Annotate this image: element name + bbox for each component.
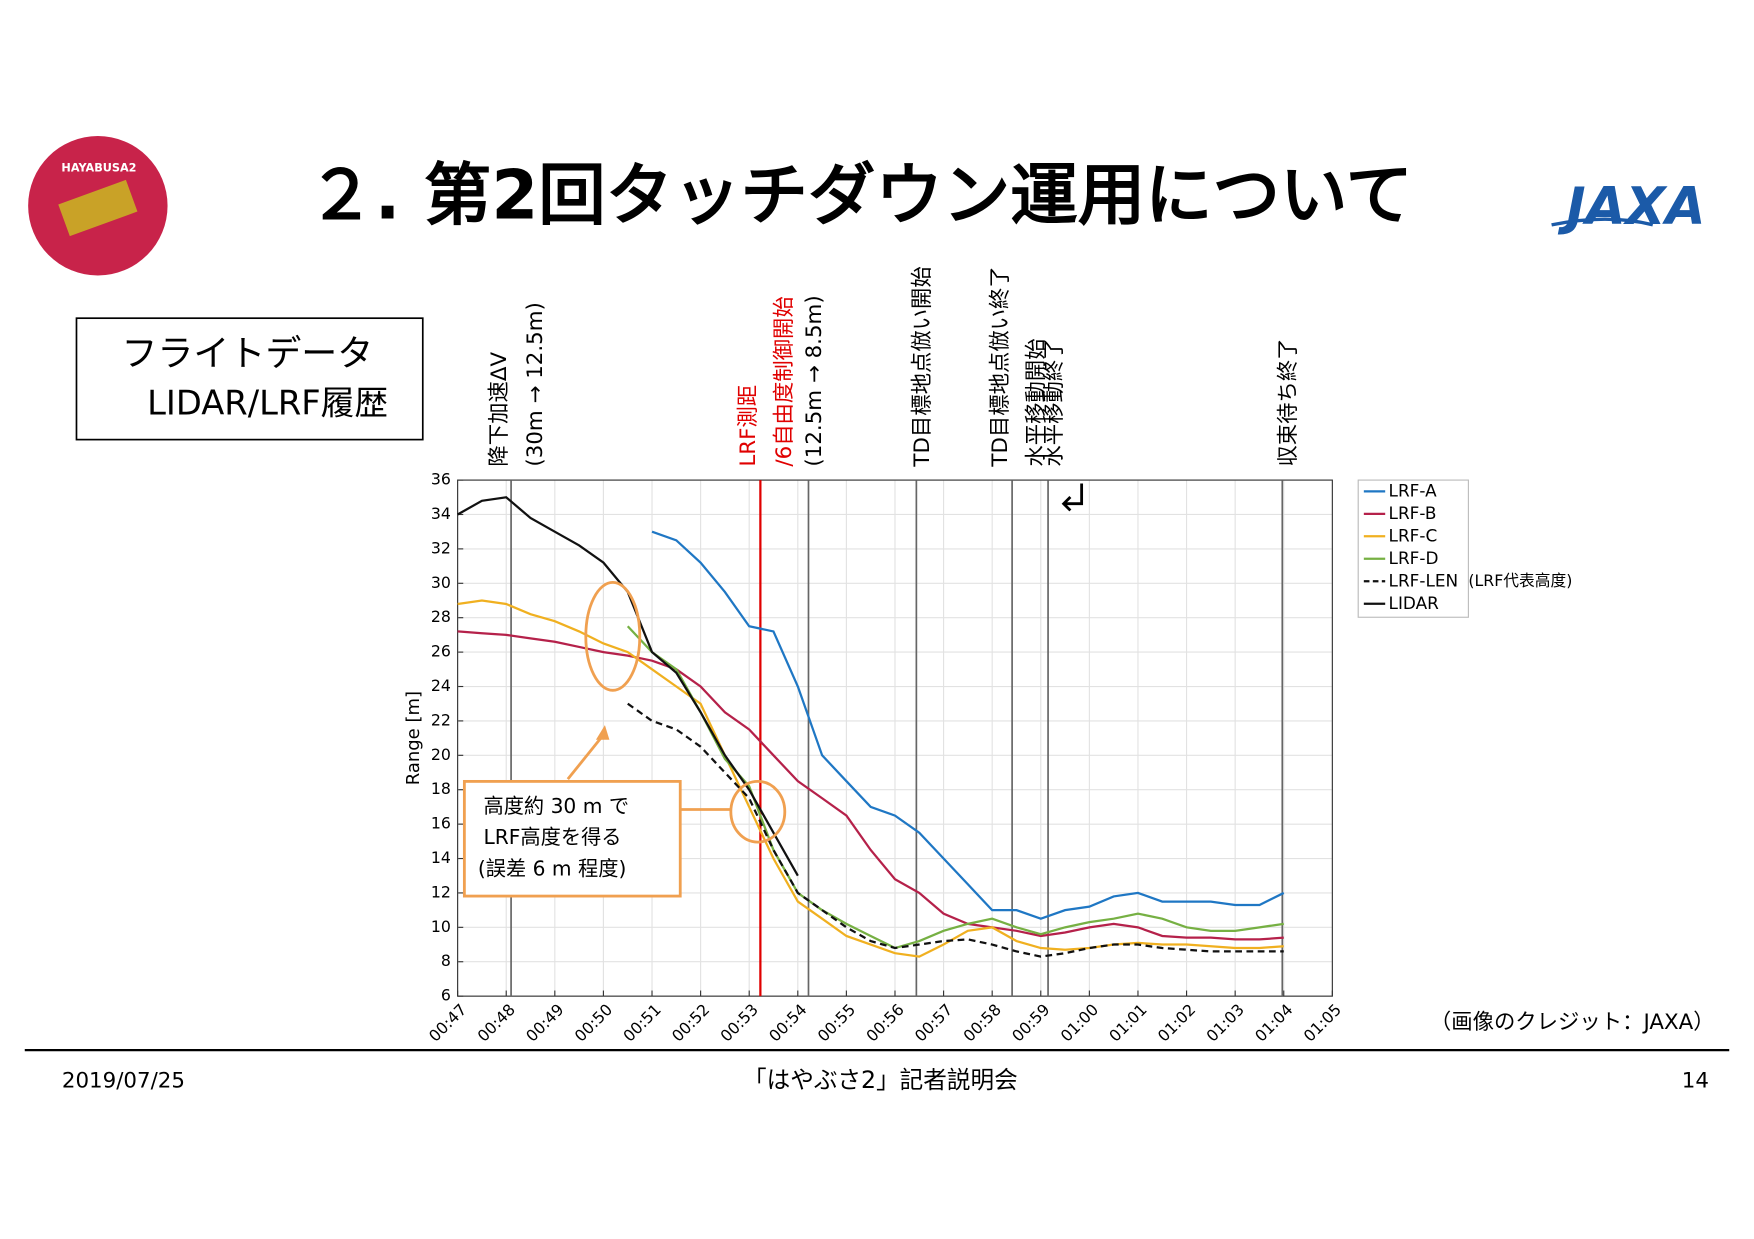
y-tick-label: 18	[431, 779, 451, 798]
series-line	[651, 530, 1285, 920]
y-tick-label: 12	[431, 882, 451, 901]
x-tick-label: 00:55	[814, 1000, 860, 1046]
event-label: (12.5m → 8.5m)	[802, 295, 827, 466]
x-tick-label: 00:51	[619, 1000, 665, 1046]
x-tick-label: 00:47	[425, 1000, 471, 1046]
x-tick-label: 01:01	[1105, 1000, 1151, 1046]
event-label: LRF測距	[736, 385, 761, 467]
credit: （画像のクレジット：JAXA）	[1430, 1010, 1715, 1035]
x-tick-label: 01:00	[1057, 1000, 1103, 1046]
legend-label: LRF-D	[1389, 548, 1439, 568]
event-label: 水平移動開始	[1024, 338, 1049, 466]
event-label: (30m → 12.5m)	[523, 302, 548, 466]
highlight-ellipse	[584, 580, 642, 692]
page-number: 14	[1682, 1069, 1709, 1094]
y-tick-label: 32	[431, 538, 451, 557]
legend-label: LRF-B	[1389, 503, 1437, 523]
series-line	[457, 630, 1284, 941]
event-label: TD目標地点倣い開始	[910, 266, 935, 467]
series-line	[627, 702, 1284, 958]
plot-frame	[457, 479, 1333, 997]
logo-craft	[58, 179, 138, 237]
y-tick-label: 8	[441, 951, 451, 970]
x-tick-label: 01:03	[1202, 1000, 1248, 1046]
x-tick-label: 01:04	[1251, 1000, 1297, 1046]
legend-label: LRF-LEN	[1389, 570, 1459, 590]
event-label: 水平移動終了	[1042, 338, 1067, 466]
y-tick-label: 16	[431, 814, 451, 833]
y-tick-label: 30	[431, 573, 451, 592]
label-line: LIDAR/LRF履歴	[147, 383, 388, 422]
jaxa-logo: JAXA	[1557, 177, 1705, 237]
x-tick-label: 00:48	[473, 1000, 519, 1046]
y-tick-label: 22	[431, 710, 451, 729]
legend-frame	[1357, 479, 1469, 618]
y-tick-label: 6	[441, 986, 451, 1005]
annotation-box	[462, 779, 682, 898]
y-tick-label: 28	[431, 607, 451, 626]
annotation-text: 高度約 30 m で	[483, 794, 629, 818]
move-arrow	[1061, 483, 1084, 512]
y-tick-label: 26	[431, 642, 451, 661]
x-tick-label: 00:56	[862, 1000, 908, 1046]
legend-note: (LRF代表高度)	[1468, 571, 1572, 590]
x-tick-label: 01:02	[1154, 1000, 1200, 1046]
legend-label: LIDAR	[1389, 593, 1440, 613]
x-tick-label: 00:53	[716, 1000, 762, 1046]
x-tick-label: 00:49	[522, 1000, 568, 1046]
event-label: TD目標地点倣い終了	[988, 266, 1013, 467]
slide-title: ２. 第2回タッチダウン運用について	[307, 156, 1413, 235]
label-box	[75, 317, 424, 441]
chart: 6 8 10 12 14 16 18 20 22 24 26 28 30 32 34 36 00:47 00:48…	[403, 266, 1573, 1045]
x-tick-label: 00:57	[911, 1000, 957, 1046]
annotation-text: (誤差 6 m 程度)	[478, 857, 626, 881]
y-tick-label: 34	[431, 504, 451, 523]
y-tick-label: 36	[431, 470, 451, 489]
x-tick-label: 00:58	[959, 1000, 1005, 1046]
legend-label: LRF-C	[1389, 525, 1438, 545]
event-label: /6自由度制御開始	[772, 296, 797, 466]
series-line	[457, 599, 1284, 958]
y-tick-label: 10	[431, 917, 451, 936]
x-tick-label: 00:54	[765, 1000, 811, 1046]
x-tick-label: 00:50	[571, 1000, 617, 1046]
footer-date: 2019/07/25	[62, 1069, 185, 1094]
y-tick-label: 20	[431, 745, 451, 764]
jaxa-swoosh	[1551, 217, 1654, 227]
x-tick-label: 00:59	[1008, 1000, 1054, 1046]
logo-text: HAYABUSA2	[61, 162, 136, 175]
y-tick-label: 24	[431, 676, 451, 695]
y-axis-label: Range [m]	[403, 691, 424, 785]
x-tick-label: 01:05	[1300, 1000, 1346, 1046]
label-line: フライトデータ	[121, 333, 373, 374]
annotation-arrow	[566, 732, 607, 781]
y-tick-label: 14	[431, 848, 451, 867]
x-tick-label: 00:52	[668, 1000, 714, 1046]
annotation-text: LRF高度を得る	[483, 825, 621, 849]
legend-label: LRF-A	[1389, 480, 1438, 500]
footer-title: 「はやぶさ2」記者説明会	[743, 1066, 1018, 1094]
highlight-ellipse	[729, 779, 787, 844]
event-label: 収束待ち終了	[1276, 338, 1301, 466]
event-label: 降下加速ΔV	[487, 352, 512, 467]
